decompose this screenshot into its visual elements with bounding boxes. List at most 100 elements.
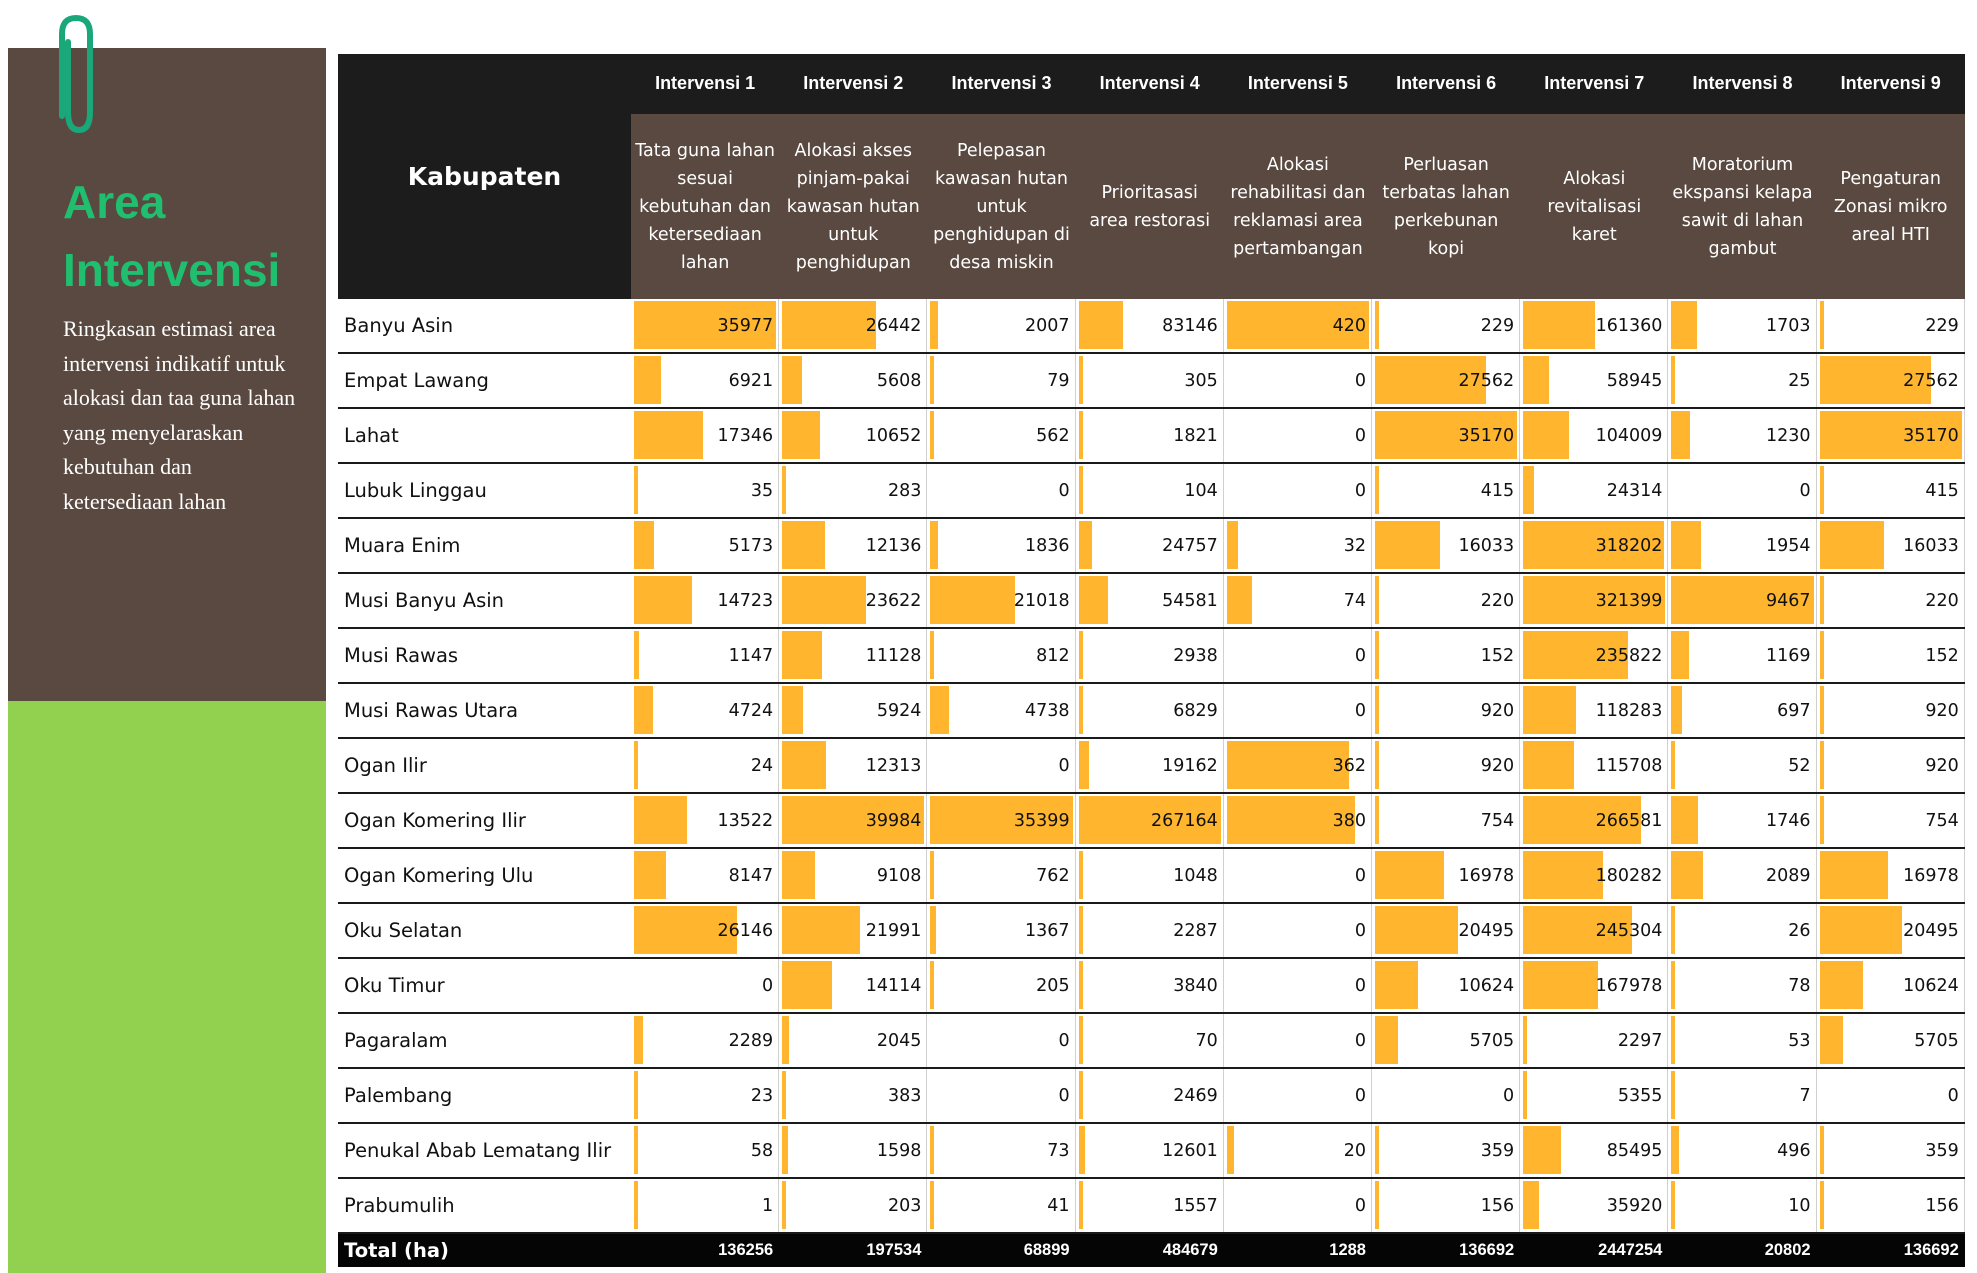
table-cell: 0 — [1224, 1069, 1372, 1122]
data-bar — [1375, 686, 1379, 734]
table-cell: 156 — [1372, 1179, 1521, 1232]
cell-divider — [1222, 1014, 1224, 1067]
cell-divider — [1815, 739, 1817, 792]
kabupaten-name: Ogan Komering Ilir — [344, 809, 526, 832]
data-bar — [782, 466, 787, 514]
cell-divider — [1370, 1124, 1372, 1177]
table-cell: 9467 — [1668, 574, 1817, 627]
data-bar — [1671, 1126, 1679, 1174]
table-row: Muara Enim 5173 12136 1836 24757 32 16033 31820… — [338, 519, 1965, 574]
cell-value: 1169 — [1766, 645, 1811, 666]
data-bar — [1671, 686, 1682, 734]
table-cell: 152 — [1817, 629, 1965, 682]
cell-divider — [1519, 739, 1521, 792]
data-bar — [1078, 796, 1221, 844]
data-bar — [1523, 1071, 1528, 1119]
table-cell: 115708 — [1520, 739, 1669, 792]
cell-divider — [926, 1124, 928, 1177]
table-row: Pagaralam 2289 2045 0 70 0 5705 2297 53 5705 — [338, 1014, 1965, 1069]
cell-value: 5705 — [1469, 1030, 1515, 1051]
total-value: 20802 — [1764, 1241, 1811, 1259]
column-description-4: Prioritasasi area restorasi — [1089, 182, 1211, 231]
kabupaten-name: Banyu Asin — [344, 314, 454, 337]
cell-value: 104 — [1184, 480, 1218, 501]
cell-value: 267164 — [1150, 810, 1218, 831]
table-cell: 318202 — [1520, 519, 1669, 572]
cell-value: 35 — [750, 480, 774, 501]
cell-value: 0 — [1354, 700, 1366, 721]
cell-value: 79 — [1047, 370, 1070, 391]
table-cell: 74 — [1224, 574, 1372, 627]
cell-value: 220 — [1480, 590, 1515, 611]
data-bar — [1078, 411, 1083, 459]
table-cell: 359 — [1372, 1124, 1521, 1177]
cell-value: 12601 — [1162, 1140, 1218, 1161]
cell-divider — [1222, 739, 1224, 792]
table-cell: 205 — [927, 959, 1076, 1012]
cell-value: 7 — [1799, 1085, 1811, 1106]
cell-value: 58 — [750, 1140, 774, 1161]
data-bar — [1523, 1016, 1528, 1064]
data-bar — [1819, 741, 1824, 789]
column-description-1: Tata guna lahan sesuai kebutuhan dan ket… — [635, 140, 775, 273]
table-row: Oku Timur 0 14114 205 3840 0 10624 167978 78 1062… — [338, 959, 1965, 1014]
cell-value: 11128 — [865, 645, 922, 666]
cell-value: 266581 — [1595, 810, 1663, 831]
cell-divider — [1074, 794, 1076, 847]
cell-value: 9108 — [876, 865, 922, 886]
table-cell: 321399 — [1520, 574, 1669, 627]
cell-divider — [1519, 849, 1521, 902]
cell-divider — [1370, 739, 1372, 792]
table-cell: 0 — [1224, 904, 1372, 957]
cell-divider — [1222, 794, 1224, 847]
cell-value: 32 — [1343, 535, 1366, 556]
table-cell: 3840 — [1076, 959, 1224, 1012]
cell-divider — [1667, 629, 1669, 682]
cell-value: 115708 — [1595, 755, 1663, 776]
cell-divider — [778, 1069, 780, 1122]
table-cell: 5173 — [631, 519, 780, 572]
table-cell: 16033 — [1372, 519, 1521, 572]
cell-value: 41 — [1047, 1195, 1070, 1216]
cell-value: 6921 — [728, 370, 774, 391]
cell-divider — [1519, 684, 1521, 737]
cell-divider — [1815, 354, 1817, 407]
data-bar — [782, 1126, 788, 1174]
data-bar — [1819, 301, 1824, 349]
cell-value: 496 — [1777, 1140, 1811, 1161]
cell-value: 10624 — [1903, 975, 1959, 996]
table-cell: 0 — [1372, 1069, 1521, 1122]
table-cell: 0 — [1224, 849, 1372, 902]
data-bar — [930, 411, 935, 459]
sidebar-description: Ringkasan estimasi area intervensi indik… — [63, 316, 296, 514]
column-description-7: Alokasi revitalisasi karet — [1547, 168, 1642, 245]
table-row: Prabumulih 1 203 41 1557 0 156 35920 10 156 — [338, 1179, 1965, 1234]
cell-divider — [1815, 629, 1817, 682]
table-cell: 104009 — [1520, 409, 1669, 462]
cell-value: 318202 — [1595, 535, 1663, 556]
table-cell: 118283 — [1520, 684, 1669, 737]
cell-value: 0 — [1354, 370, 1366, 391]
cell-value: 0 — [1354, 480, 1366, 501]
cell-divider — [1519, 409, 1521, 462]
cell-divider — [1370, 354, 1372, 407]
data-bar — [1819, 356, 1932, 404]
kabupaten-name: Lahat — [344, 424, 399, 447]
table-cell: 359 — [1817, 1124, 1965, 1177]
data-bar — [634, 851, 667, 899]
kabupaten-name: Palembang — [344, 1084, 453, 1107]
cell-divider — [926, 464, 928, 517]
data-bar — [1671, 631, 1689, 679]
table-cell: 0 — [927, 1069, 1076, 1122]
table-cell: 0 — [1224, 959, 1372, 1012]
cell-divider — [1222, 519, 1224, 572]
cell-divider — [1074, 464, 1076, 517]
cell-divider — [1519, 464, 1521, 517]
table-cell: 12601 — [1076, 1124, 1224, 1177]
table-cell: 420 — [1224, 299, 1372, 352]
data-bar — [782, 741, 826, 789]
data-bar — [1671, 356, 1676, 404]
kabupaten-name: Prabumulih — [344, 1194, 455, 1217]
cell-divider — [778, 1014, 780, 1067]
table-cell: 415 — [1817, 464, 1965, 517]
